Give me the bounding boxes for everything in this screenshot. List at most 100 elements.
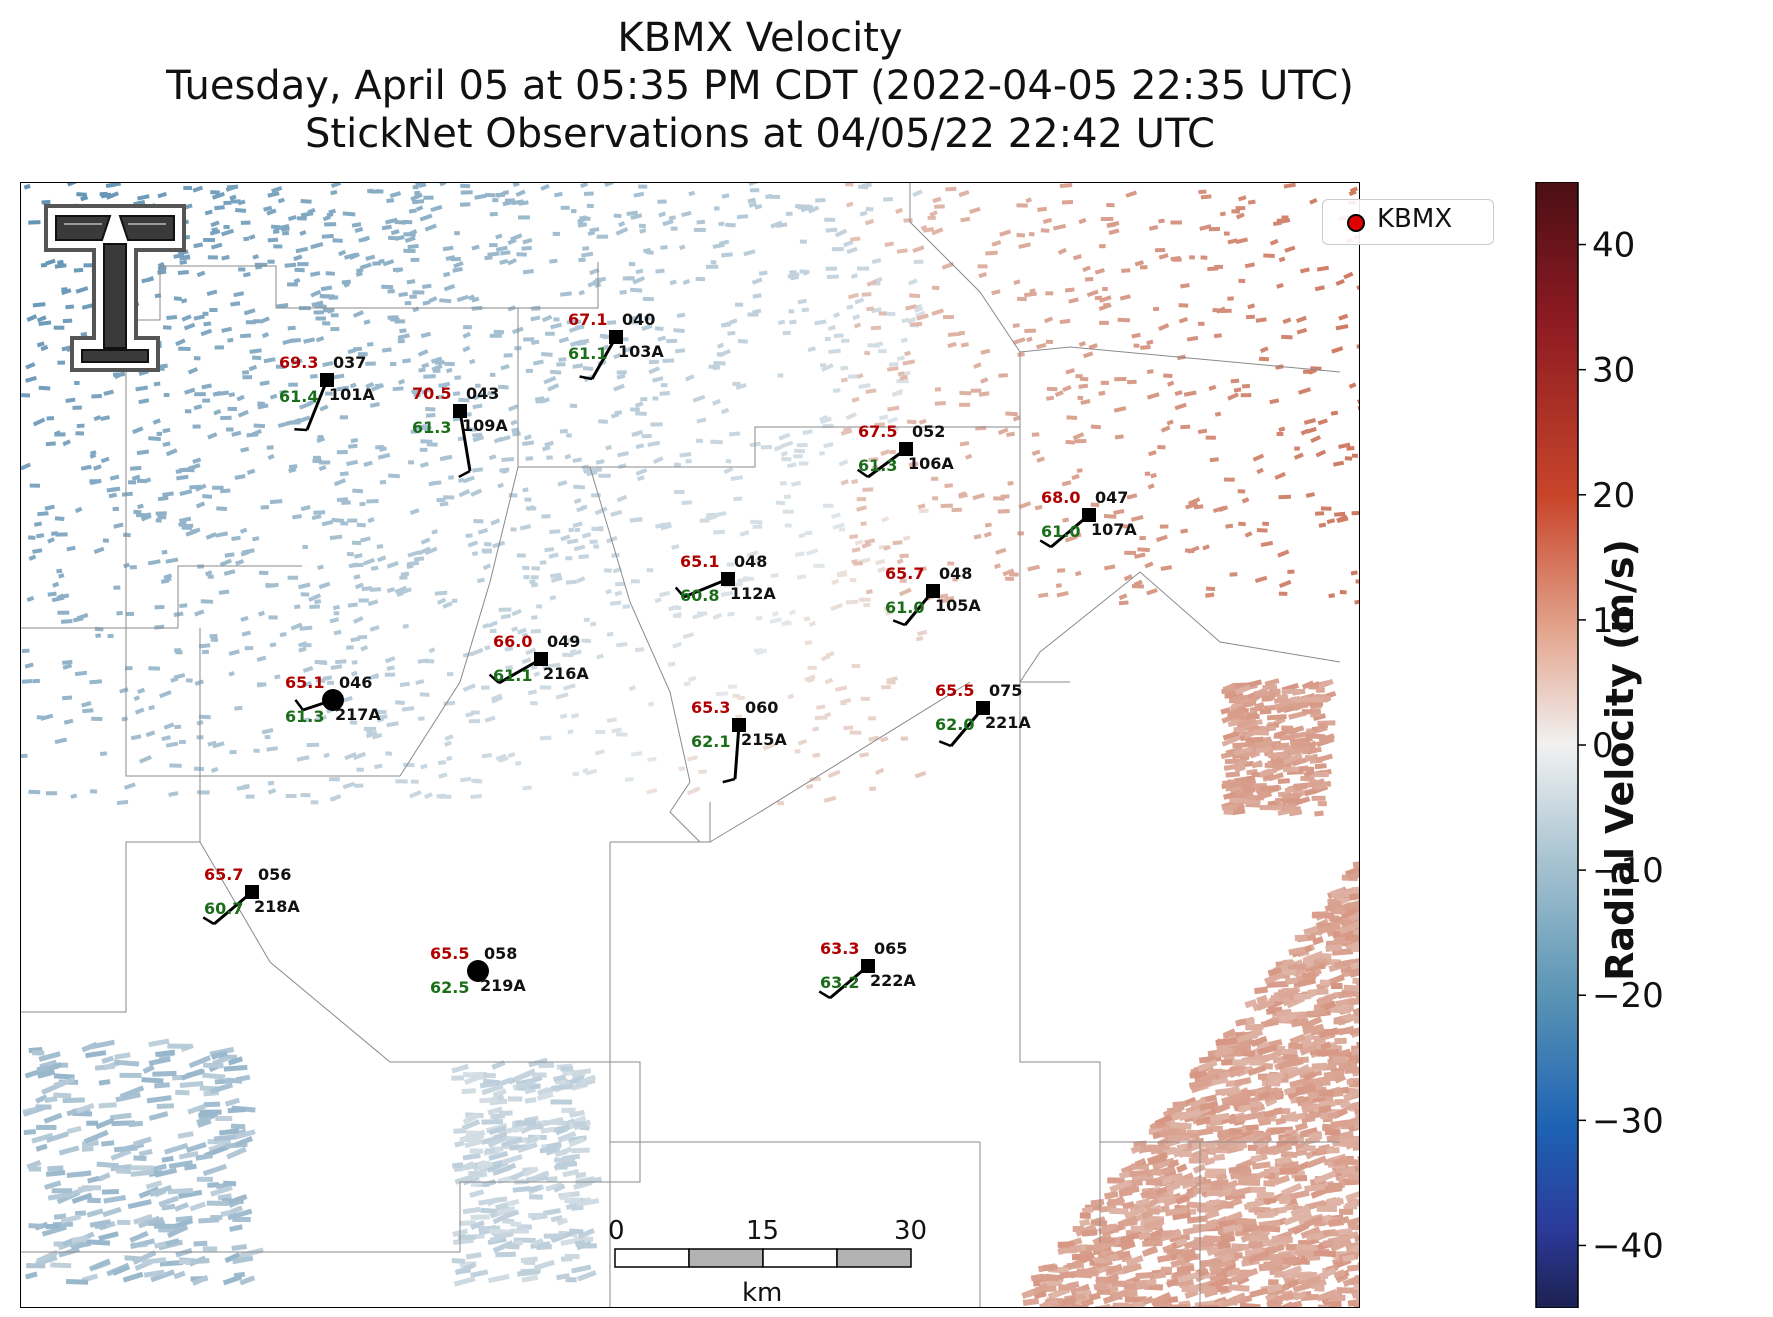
- station-103A[interactable]: 67.1 040 61.1 103A: [568, 310, 664, 381]
- station-temperature: 70.5: [412, 384, 451, 403]
- wind-barb-icon: [733, 724, 741, 780]
- station-square-icon: [245, 885, 259, 899]
- colorbar-tick-label: 40: [1592, 226, 1635, 266]
- station-219A[interactable]: 65.5 058 62.5 219A: [430, 944, 526, 997]
- colorbar-gradient: [1535, 182, 1579, 1308]
- station-id: 217A: [335, 705, 381, 724]
- scale-label-15: 15: [746, 1216, 780, 1246]
- station-dewpoint: 61.3: [412, 418, 451, 437]
- colorbar-tick-label: 0: [1592, 726, 1614, 766]
- station-id: 221A: [985, 713, 1031, 732]
- station-temperature: 65.1: [285, 673, 324, 692]
- station-221A[interactable]: 65.5 075 62.0 221A: [935, 681, 1031, 748]
- station-dewpoint: 61.1: [493, 666, 532, 685]
- station-square-icon: [721, 572, 735, 586]
- colorbar-tick-label: −30: [1592, 1101, 1664, 1141]
- scale-label-30: 30: [894, 1216, 928, 1246]
- station-temperature: 66.0: [493, 632, 532, 651]
- radar-map[interactable]: 69.3 037 61.4 101A 70.5 043 61.3 109A 67.1 040 61.…: [20, 182, 1360, 1308]
- station-dewpoint: 62.5: [430, 978, 469, 997]
- wind-barb-icon: [305, 379, 329, 431]
- station-temperature: 65.3: [691, 698, 730, 717]
- station-dewpoint: 61.3: [858, 456, 897, 475]
- station-wind-direction: 047: [1095, 488, 1128, 507]
- station-wind-direction: 048: [939, 564, 972, 583]
- station-109A[interactable]: 70.5 043 61.3 109A: [412, 384, 508, 479]
- station-square-icon: [609, 330, 623, 344]
- legend-label: KBMX: [1377, 204, 1453, 234]
- station-wind-direction: 075: [989, 681, 1022, 700]
- station-temperature: 67.5: [858, 422, 897, 441]
- county-boundaries: [20, 182, 1341, 1308]
- wind-barb-icon: [458, 410, 472, 472]
- station-temperature: 67.1: [568, 310, 607, 329]
- station-112A[interactable]: 65.1 048 60.8 112A: [674, 552, 777, 605]
- legend-box: KBMX: [1322, 199, 1494, 245]
- station-square-icon: [926, 584, 940, 598]
- station-wind-direction: 046: [339, 673, 372, 692]
- title-line-1: KBMX Velocity: [617, 15, 903, 61]
- scale-bar: [614, 1248, 912, 1268]
- station-wind-direction: 048: [734, 552, 767, 571]
- colorbar-tick-label: 10: [1592, 601, 1635, 641]
- station-square-icon: [453, 404, 467, 418]
- station-calm-circle-icon: [322, 689, 344, 711]
- station-222A[interactable]: 63.3 065 63.2 222A: [818, 939, 916, 1000]
- station-wind-direction: 037: [333, 353, 366, 372]
- station-wind-direction: 040: [622, 310, 655, 329]
- station-101A[interactable]: 69.3 037 61.4 101A: [279, 353, 375, 432]
- station-id: 218A: [254, 897, 300, 916]
- station-dewpoint: 61.4: [279, 387, 318, 406]
- station-temperature: 68.0: [1041, 488, 1080, 507]
- station-218A[interactable]: 65.7 056 60.7 218A: [202, 865, 300, 926]
- station-wind-direction: 052: [912, 422, 945, 441]
- colorbar: 40 30 20 10 0 −10 −20 −30 −40: [1535, 182, 1664, 1308]
- station-107A[interactable]: 68.0 047 61.0 107A: [1039, 488, 1137, 549]
- station-id: 101A: [329, 385, 375, 404]
- station-dewpoint: 61.1: [568, 344, 607, 363]
- station-temperature: 69.3: [279, 353, 318, 372]
- station-dewpoint: 61.0: [885, 598, 924, 617]
- scale-unit: km: [742, 1278, 783, 1308]
- station-dewpoint: 60.7: [204, 899, 243, 918]
- station-temperature: 65.7: [885, 564, 924, 583]
- station-wind-direction: 058: [484, 944, 517, 963]
- sticknet-stations: 69.3 037 61.4 101A 70.5 043 61.3 109A 67.1 040 61.…: [202, 310, 1137, 1000]
- station-square-icon: [320, 373, 334, 387]
- station-square-icon: [534, 652, 548, 666]
- station-wind-direction: 049: [547, 632, 580, 651]
- station-106A[interactable]: 67.5 052 61.3 106A: [856, 422, 955, 479]
- station-id: 219A: [480, 976, 526, 995]
- station-square-icon: [1082, 508, 1096, 522]
- station-215A[interactable]: 65.3 060 62.1 215A: [691, 698, 787, 784]
- colorbar-tick-label: 30: [1592, 351, 1635, 391]
- colorbar-tick-label: 20: [1592, 476, 1635, 516]
- station-temperature: 65.7: [204, 865, 243, 884]
- station-id: 216A: [543, 664, 589, 683]
- station-id: 109A: [462, 416, 508, 435]
- station-id: 215A: [741, 730, 787, 749]
- station-wind-direction: 065: [874, 939, 907, 958]
- station-id: 105A: [935, 596, 981, 615]
- colorbar-tick-label: −10: [1592, 851, 1664, 891]
- scale-label-0: 0: [608, 1216, 625, 1246]
- station-id: 222A: [870, 971, 916, 990]
- colorbar-tick-label: −40: [1592, 1226, 1664, 1266]
- station-dewpoint: 61.3: [285, 707, 324, 726]
- station-dewpoint: 62.1: [691, 732, 730, 751]
- station-wind-direction: 056: [258, 865, 291, 884]
- station-216A[interactable]: 66.0 049 61.1 216A: [488, 632, 590, 685]
- wind-barb-icon: [683, 577, 729, 599]
- station-dewpoint: 61.0: [1041, 522, 1080, 541]
- station-temperature: 65.5: [430, 944, 469, 963]
- station-id: 112A: [730, 584, 776, 603]
- velocity-field: [20, 182, 1360, 1308]
- station-217A[interactable]: 65.1 046 61.3 217A: [285, 673, 381, 726]
- station-square-icon: [976, 701, 990, 715]
- station-id: 107A: [1091, 520, 1137, 539]
- kbmx-marker-icon: [1347, 214, 1365, 232]
- station-dewpoint: 62.0: [935, 715, 974, 734]
- texas-tech-double-t-logo: [44, 204, 186, 372]
- station-105A[interactable]: 65.7 048 61.0 105A: [885, 564, 981, 627]
- station-temperature: 63.3: [820, 939, 859, 958]
